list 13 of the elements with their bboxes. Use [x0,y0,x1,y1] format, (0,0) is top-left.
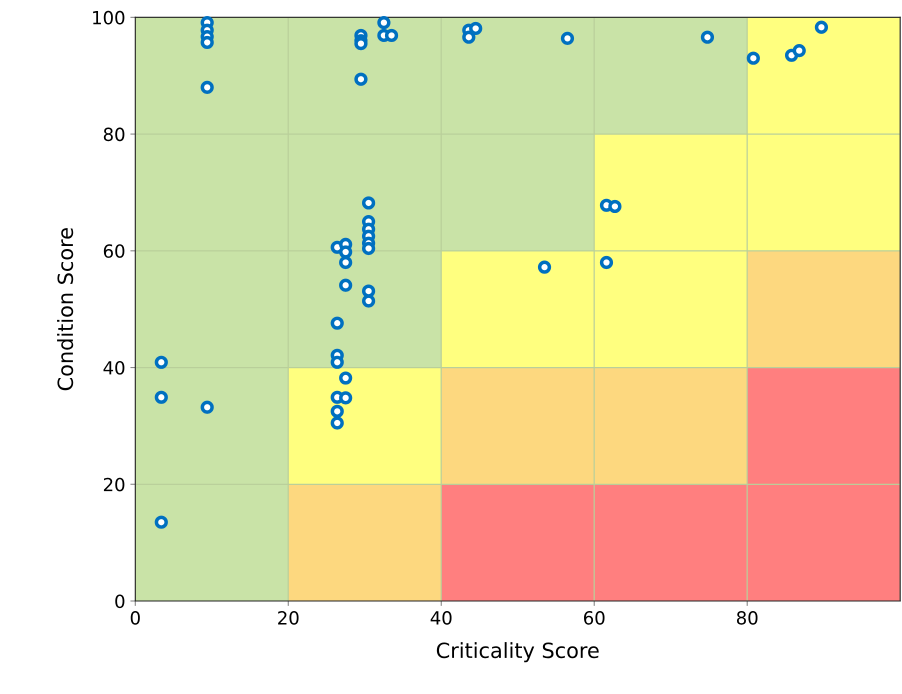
y-tick-label: 40 [103,361,124,375]
x-tick-label: 40 [430,611,452,625]
y-tick-label: 20 [104,478,124,492]
x-axis-title: Criticality Score [436,642,599,662]
y-axis-title: Condition Score [57,228,74,390]
y-tick-label: 60 [104,244,124,258]
x-tick-label: 0 [130,611,140,625]
x-tick-label: 20 [278,611,299,625]
x-tick-label: 80 [736,611,758,625]
y-tick-label: 80 [104,128,124,142]
x-tick-label: 60 [584,611,605,625]
y-tick-label: 0 [115,594,124,608]
y-tick-label: 100 [93,10,124,24]
